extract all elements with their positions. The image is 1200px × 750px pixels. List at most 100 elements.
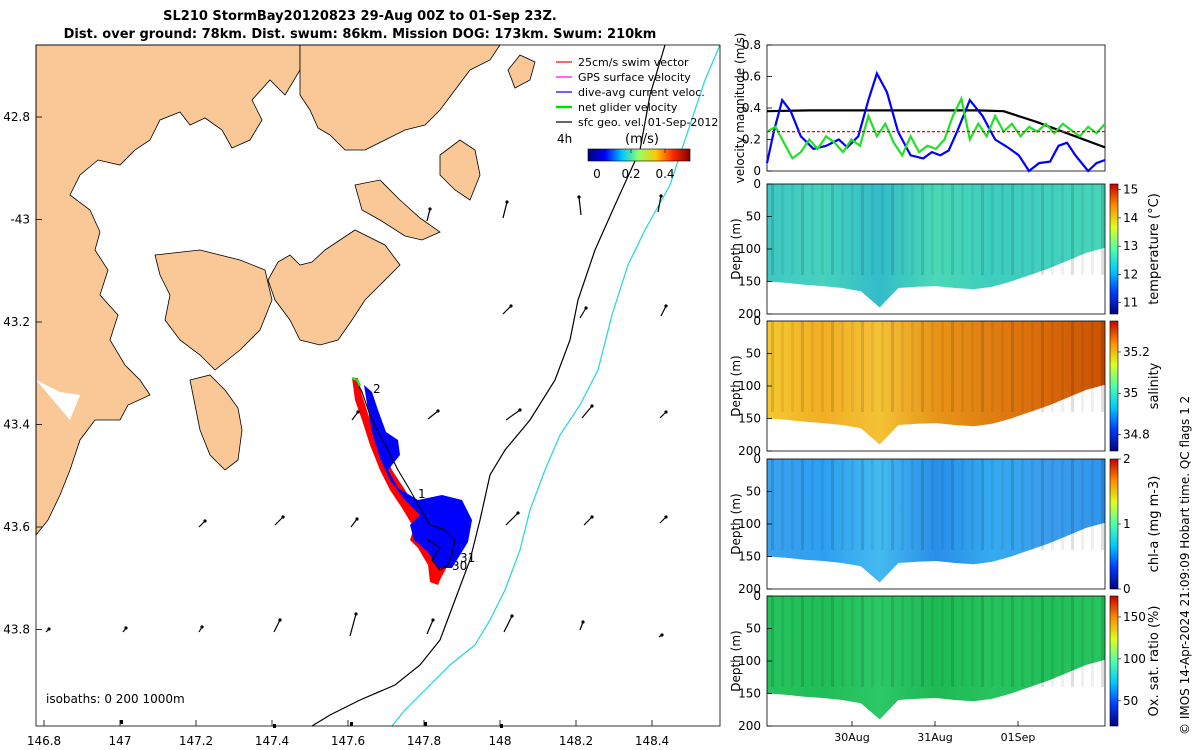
section-streak	[871, 321, 874, 412]
time-x-tick-label: 01Sep	[1001, 731, 1036, 744]
velocity-y-tick-label: 0.8	[742, 38, 761, 52]
current-vector-shaft	[583, 516, 593, 526]
map-colorbar	[587, 148, 691, 162]
current-vector-arrow	[658, 633, 664, 638]
section-streak	[911, 459, 914, 550]
current-vector-arrow	[198, 625, 204, 633]
section-y-tick-label: 200	[738, 719, 761, 733]
land-east-headland	[439, 139, 481, 201]
current-vector-head	[581, 620, 585, 624]
section-streak	[941, 184, 944, 275]
current-vector-arrow	[427, 409, 440, 420]
section-streak	[1031, 321, 1034, 412]
section-panel-3: 0 50 100 150 200 Depth (m) 0 1 2 chl-a (mg m-3)	[729, 452, 1162, 596]
section-streak	[1081, 184, 1084, 275]
map-colorbar-tick-label: 0.4	[655, 167, 674, 181]
section-streak	[841, 459, 844, 550]
map-y-tick-label: 43.2	[3, 315, 30, 329]
current-vector-head	[428, 207, 432, 211]
section-streak	[901, 596, 904, 687]
section-data-field	[767, 321, 1105, 445]
map-legend-label: GPS surface velocity	[578, 71, 691, 84]
current-vector-arrow	[122, 626, 128, 633]
section-streak	[771, 184, 774, 275]
map-y-tick-label: 43.4	[3, 418, 30, 432]
section-colorbar-tick-label: 12	[1123, 267, 1138, 281]
current-vector-head	[200, 625, 204, 629]
section-streak	[901, 459, 904, 550]
current-vector-shaft	[578, 196, 582, 216]
current-vector-head	[354, 612, 358, 616]
section-streak	[1011, 596, 1014, 687]
section-streak	[981, 459, 984, 550]
map-frame	[35, 44, 721, 727]
section-data-field	[767, 459, 1105, 583]
section-streak	[791, 459, 794, 550]
section-y-tick-label: 100	[738, 379, 761, 393]
section-streak	[851, 459, 854, 550]
section-colorbar-tick-label: 0	[1123, 582, 1131, 596]
section-streak	[1051, 184, 1054, 275]
section-streak	[831, 596, 834, 687]
section-y-tick-label: 150	[738, 412, 761, 426]
credit-text: © IMOS 14-Apr-2024 21:09:09 Hobart time.…	[1178, 395, 1192, 735]
section-streak	[1001, 184, 1004, 275]
section-streak	[961, 321, 964, 412]
glider-track-current	[364, 385, 472, 568]
section-streak	[1101, 596, 1104, 687]
map-y-tick-label: 42.8	[3, 110, 30, 124]
section-streak	[861, 459, 864, 550]
section-streak	[1051, 321, 1054, 412]
current-vector-head	[431, 618, 435, 622]
velocity-y-tick-label: 0.6	[742, 70, 761, 84]
section-y-tick-label: 50	[746, 347, 761, 361]
section-streak	[891, 459, 894, 550]
section-streak	[781, 596, 784, 687]
track-label-2: 2	[373, 382, 381, 396]
section-colorbar-tick-label: 13	[1123, 239, 1138, 253]
current-vector-arrow	[351, 410, 360, 421]
map-legend-label: sfc geo. vel. 01-Sep-2012	[578, 116, 718, 129]
section-y-tick-label: 150	[738, 687, 761, 701]
section-streak	[801, 596, 804, 687]
section-streak	[941, 321, 944, 412]
section-streak	[831, 459, 834, 550]
section-streak	[791, 184, 794, 275]
section-colorbar-tick-label: 15	[1123, 183, 1138, 197]
current-vector-head	[577, 195, 581, 199]
section-streak	[811, 459, 814, 550]
section-streak	[1091, 321, 1094, 412]
section-streak	[821, 459, 824, 550]
section-streak	[881, 459, 884, 550]
glider-net-velocity-segment	[351, 376, 362, 387]
current-vector-arrow	[349, 612, 358, 637]
section-streak	[951, 184, 954, 275]
time-x-tick-label: 30Aug	[834, 731, 869, 744]
current-vector-shaft	[426, 208, 431, 222]
current-vector-shaft	[274, 516, 284, 526]
section-streak	[851, 321, 854, 412]
section-colorbar	[1109, 595, 1119, 727]
section-variable-label: chl-a (mg m-3)	[1147, 476, 1162, 573]
map-x-tick-label: 147.6	[331, 734, 365, 748]
section-colorbar	[1109, 320, 1119, 452]
section-streak	[1081, 459, 1084, 550]
current-vector-shaft	[502, 201, 508, 219]
section-streak	[1031, 459, 1034, 550]
section-streak	[991, 596, 994, 687]
section-streak	[1011, 184, 1014, 275]
section-streak	[821, 596, 824, 687]
section-y-tick-label: 200	[738, 307, 761, 321]
map-y-tick-label: 43.8	[3, 623, 30, 637]
map-x-tick-label: 148.4	[635, 734, 669, 748]
section-variable-label: salinity	[1147, 362, 1162, 409]
current-vector-shaft	[505, 512, 519, 526]
section-streak	[861, 321, 864, 412]
section-colorbar-tick-label: 11	[1123, 296, 1138, 310]
section-streak	[921, 184, 924, 275]
section-streak	[951, 459, 954, 550]
section-y-tick-label: 50	[746, 622, 761, 636]
current-vector-shaft	[426, 619, 434, 635]
section-streak	[971, 321, 974, 412]
